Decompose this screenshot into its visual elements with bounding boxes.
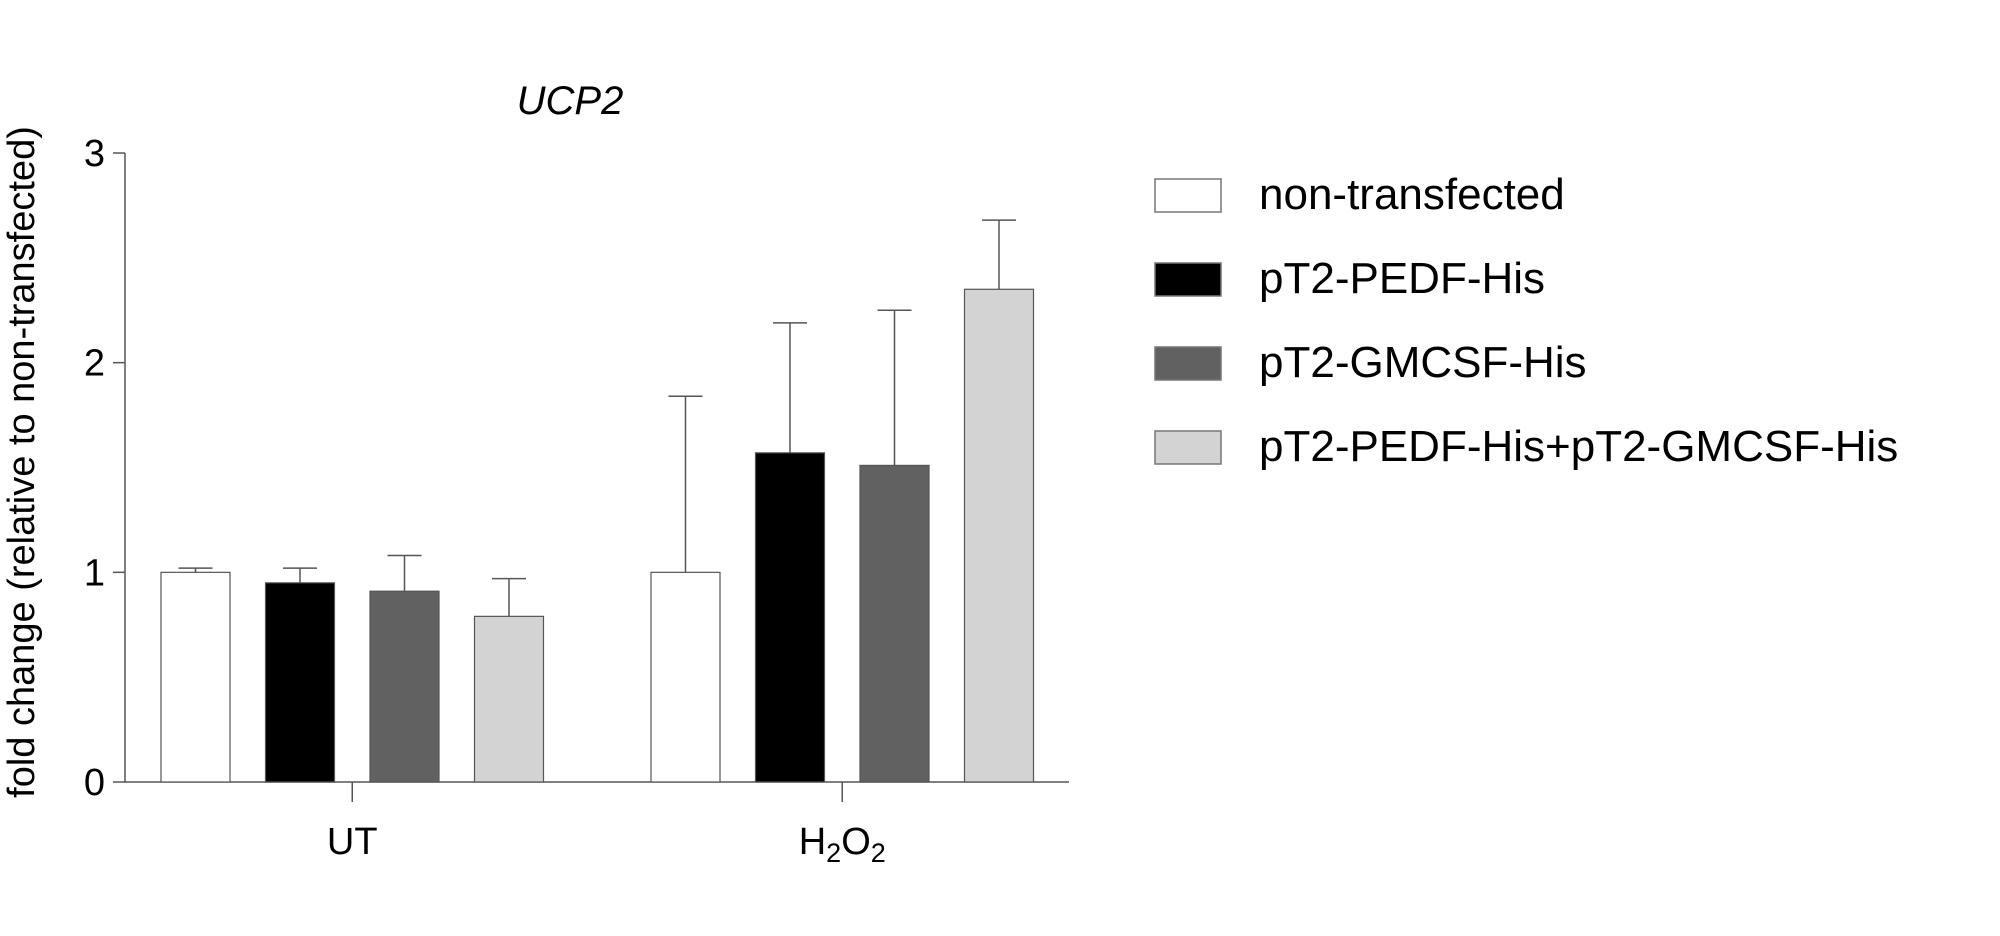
legend-swatch: [1154, 178, 1222, 213]
bar: [859, 464, 930, 783]
legend-label: non-transfected: [1259, 170, 1565, 219]
legend-swatch: [1154, 346, 1222, 381]
legend-label: pT2-PEDF-His+pT2-GMCSF-His: [1259, 422, 1898, 471]
legend-label: pT2-PEDF-His: [1259, 254, 1545, 303]
chart-title: UCP2: [517, 79, 624, 123]
x-tick-label: H2O2: [799, 821, 886, 868]
legend-label: pT2-GMCSF-His: [1259, 338, 1587, 387]
legend-swatch: [1154, 262, 1222, 297]
y-axis-label: fold change (relative to non-transfected…: [1, 126, 43, 798]
bar: [963, 288, 1035, 783]
x-tick-label: UT: [327, 821, 378, 863]
y-tick-label: 3: [84, 133, 105, 175]
bar: [369, 590, 440, 783]
y-tick-label: 1: [84, 552, 105, 594]
bar: [473, 615, 545, 783]
legend-swatch: [1154, 430, 1222, 465]
bar: [160, 571, 231, 783]
bar: [754, 452, 826, 783]
y-tick-label: 0: [84, 762, 105, 804]
bar: [650, 571, 721, 783]
bar: [264, 582, 336, 783]
y-tick-label: 2: [84, 343, 105, 385]
